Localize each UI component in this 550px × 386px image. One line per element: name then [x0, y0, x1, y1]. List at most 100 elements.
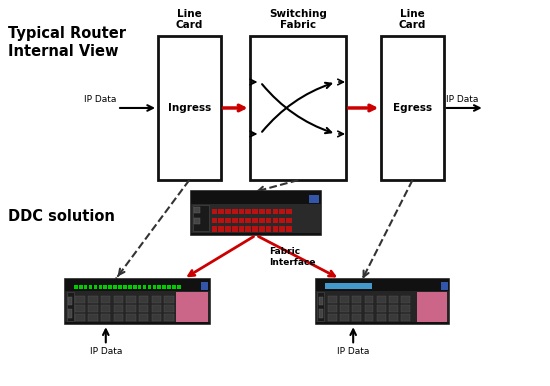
Bar	[212, 218, 217, 223]
Bar	[128, 285, 131, 289]
Bar	[133, 285, 136, 289]
Bar	[139, 314, 148, 321]
Bar	[259, 218, 265, 223]
Bar	[114, 305, 123, 312]
Bar	[126, 305, 136, 312]
Bar	[239, 218, 244, 223]
Bar	[172, 285, 176, 289]
Bar	[75, 314, 85, 321]
Bar	[377, 305, 386, 312]
Bar	[286, 227, 292, 232]
Bar	[113, 285, 117, 289]
Bar	[402, 296, 410, 303]
Bar	[441, 282, 448, 290]
Bar	[67, 291, 74, 321]
Bar	[164, 296, 174, 303]
Bar	[279, 218, 285, 223]
Text: IP Data: IP Data	[90, 347, 122, 356]
Bar	[259, 209, 265, 214]
Bar	[177, 292, 207, 322]
Bar	[273, 209, 278, 214]
Text: Switching
Fabric: Switching Fabric	[269, 8, 327, 30]
Text: Egress: Egress	[393, 103, 432, 113]
Bar	[94, 285, 97, 289]
Bar	[317, 291, 324, 321]
Bar	[353, 305, 361, 312]
Bar	[157, 285, 161, 289]
Bar	[142, 285, 146, 289]
Bar	[318, 309, 323, 318]
Bar	[164, 314, 174, 321]
Bar	[101, 296, 110, 303]
Bar	[328, 296, 337, 303]
Bar	[147, 285, 151, 289]
Bar	[191, 191, 321, 204]
Bar	[212, 227, 217, 232]
Bar	[273, 218, 278, 223]
Bar	[286, 209, 292, 214]
Text: IP Data: IP Data	[84, 95, 116, 104]
Bar	[225, 227, 231, 232]
Bar	[201, 282, 208, 290]
Bar	[68, 297, 73, 305]
Bar	[232, 209, 238, 214]
Bar	[279, 209, 285, 214]
Bar	[328, 305, 337, 312]
Bar	[402, 305, 410, 312]
Bar	[252, 218, 258, 223]
Bar	[389, 305, 398, 312]
Bar	[103, 285, 107, 289]
Bar	[340, 296, 349, 303]
Bar	[218, 209, 224, 214]
Bar	[123, 285, 126, 289]
Bar	[245, 227, 251, 232]
Bar	[194, 205, 209, 231]
Bar	[286, 218, 292, 223]
Bar	[139, 296, 148, 303]
Bar	[325, 283, 372, 289]
Bar	[88, 296, 97, 303]
Text: Fabric
Interface: Fabric Interface	[270, 247, 316, 267]
Bar	[68, 309, 73, 318]
Text: DDC solution: DDC solution	[8, 208, 115, 223]
Bar	[389, 314, 398, 321]
Bar	[218, 218, 224, 223]
Bar	[162, 285, 166, 289]
Bar	[89, 285, 92, 289]
Bar	[250, 36, 346, 180]
Bar	[65, 322, 210, 324]
Bar	[365, 296, 373, 303]
Bar	[232, 227, 238, 232]
Bar	[79, 285, 82, 289]
Bar	[88, 305, 97, 312]
Bar	[353, 314, 361, 321]
Bar	[225, 209, 231, 214]
Bar	[108, 285, 112, 289]
Bar	[218, 227, 224, 232]
Bar	[328, 314, 337, 321]
Bar	[158, 36, 221, 180]
Bar	[417, 292, 447, 322]
Bar	[239, 227, 244, 232]
Bar	[279, 227, 285, 232]
Bar	[164, 305, 174, 312]
Text: Ingress: Ingress	[168, 103, 211, 113]
Bar	[194, 207, 200, 213]
Bar	[273, 227, 278, 232]
Bar	[212, 209, 217, 214]
Bar	[259, 227, 265, 232]
Bar	[84, 285, 87, 289]
Bar	[191, 191, 321, 235]
Bar	[118, 285, 122, 289]
Bar	[239, 209, 244, 214]
Bar	[152, 296, 161, 303]
Text: Line
Card: Line Card	[399, 8, 426, 30]
Text: IP Data: IP Data	[337, 347, 370, 356]
Bar	[101, 314, 110, 321]
Bar	[194, 218, 200, 224]
Bar	[252, 209, 258, 214]
Bar	[114, 314, 123, 321]
Bar	[365, 305, 373, 312]
Bar	[138, 285, 141, 289]
Bar	[177, 285, 180, 289]
